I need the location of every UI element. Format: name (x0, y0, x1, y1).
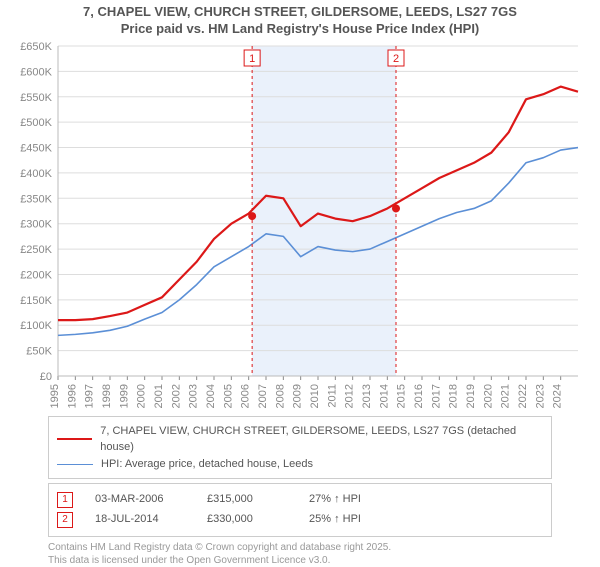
svg-text:1: 1 (249, 53, 255, 65)
svg-text:2014: 2014 (378, 384, 390, 408)
svg-text:2023: 2023 (534, 384, 546, 408)
footer-line-2: This data is licensed under the Open Gov… (48, 554, 552, 567)
legend-label-2: HPI: Average price, detached house, Leed… (101, 456, 313, 473)
svg-text:2007: 2007 (257, 384, 269, 408)
title-line-1: 7, CHAPEL VIEW, CHURCH STREET, GILDERSOM… (0, 4, 600, 21)
footer-line-1: Contains HM Land Registry data © Crown c… (48, 541, 552, 554)
svg-text:1995: 1995 (49, 384, 61, 408)
svg-text:2012: 2012 (344, 384, 356, 408)
svg-text:1999: 1999 (118, 384, 130, 408)
svg-text:2001: 2001 (153, 384, 165, 408)
sale-marker-1: 1 (57, 492, 73, 508)
sales-table: 1 03-MAR-2006 £315,000 27% ↑ HPI 2 18-JU… (48, 483, 552, 537)
chart-area: £0 £50K £100K £150K £200K £250K £300K £350K £400… (10, 40, 590, 410)
svg-text:2016: 2016 (413, 384, 425, 408)
svg-text:£350K: £350K (20, 193, 52, 205)
svg-text:£550K: £550K (20, 92, 52, 104)
svg-text:2018: 2018 (448, 384, 460, 408)
svg-text:2013: 2013 (361, 384, 373, 408)
svg-text:2020: 2020 (482, 384, 494, 408)
sale-hpi-2: 25% ↑ HPI (309, 510, 361, 530)
svg-text:2024: 2024 (552, 384, 564, 408)
sale-price-2: £330,000 (207, 510, 287, 530)
svg-text:£650K: £650K (20, 41, 52, 53)
legend-label-1: 7, CHAPEL VIEW, CHURCH STREET, GILDERSOM… (100, 423, 543, 456)
svg-text:2022: 2022 (517, 384, 529, 408)
svg-text:2009: 2009 (292, 384, 304, 408)
svg-text:£0: £0 (40, 371, 52, 383)
svg-text:£300K: £300K (20, 218, 52, 230)
legend-swatch-1 (57, 438, 92, 440)
svg-text:2: 2 (393, 53, 399, 65)
svg-text:2003: 2003 (188, 384, 200, 408)
svg-text:£500K: £500K (20, 117, 52, 129)
svg-text:2019: 2019 (465, 384, 477, 408)
sale-date-2: 18-JUL-2014 (95, 510, 185, 530)
svg-text:£250K: £250K (20, 244, 52, 256)
svg-text:£50K: £50K (26, 345, 52, 357)
legend-item-series-2: HPI: Average price, detached house, Leed… (57, 456, 543, 473)
svg-text:£200K: £200K (20, 269, 52, 281)
legend: 7, CHAPEL VIEW, CHURCH STREET, GILDERSOM… (48, 416, 552, 480)
svg-text:2000: 2000 (136, 384, 148, 408)
svg-text:1997: 1997 (84, 384, 96, 408)
svg-text:2015: 2015 (396, 384, 408, 408)
svg-text:2017: 2017 (430, 384, 442, 408)
svg-text:1998: 1998 (101, 384, 113, 408)
sale-date-1: 03-MAR-2006 (95, 490, 185, 510)
chart-svg: £0 £50K £100K £150K £200K £250K £300K £350K £400… (10, 40, 590, 410)
footer: Contains HM Land Registry data © Crown c… (48, 541, 552, 567)
svg-text:£100K: £100K (20, 320, 52, 332)
sale-marker-2: 2 (57, 512, 73, 528)
chart-title-block: 7, CHAPEL VIEW, CHURCH STREET, GILDERSOM… (0, 0, 600, 38)
svg-text:2005: 2005 (222, 384, 234, 408)
svg-text:2010: 2010 (309, 384, 321, 408)
svg-text:2004: 2004 (205, 384, 217, 408)
svg-text:2011: 2011 (326, 384, 338, 408)
svg-text:2021: 2021 (500, 384, 512, 408)
sale-row-1: 1 03-MAR-2006 £315,000 27% ↑ HPI (57, 490, 543, 510)
legend-swatch-2 (57, 464, 93, 465)
sale-row-2: 2 18-JUL-2014 £330,000 25% ↑ HPI (57, 510, 543, 530)
svg-text:2002: 2002 (170, 384, 182, 408)
legend-item-series-1: 7, CHAPEL VIEW, CHURCH STREET, GILDERSOM… (57, 423, 543, 456)
svg-text:£600K: £600K (20, 66, 52, 78)
svg-text:2008: 2008 (274, 384, 286, 408)
svg-text:£150K: £150K (20, 295, 52, 307)
title-line-2: Price paid vs. HM Land Registry's House … (0, 21, 600, 38)
svg-text:1996: 1996 (66, 384, 78, 408)
svg-text:2006: 2006 (240, 384, 252, 408)
sale-hpi-1: 27% ↑ HPI (309, 490, 361, 510)
sale-price-1: £315,000 (207, 490, 287, 510)
svg-text:£400K: £400K (20, 168, 52, 180)
svg-text:£450K: £450K (20, 142, 52, 154)
